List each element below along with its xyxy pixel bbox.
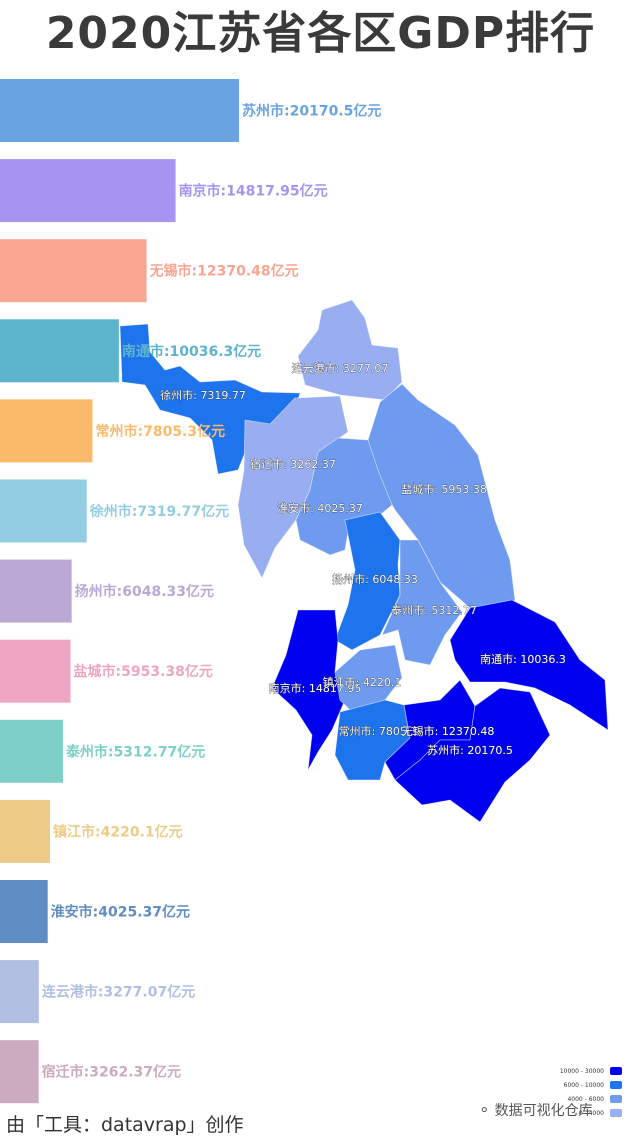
map-region bbox=[334, 511, 401, 651]
chart-title: 2020江苏省各区GDP排行 bbox=[45, 8, 596, 59]
watermark-text: 数据可视化仓库 bbox=[494, 1103, 593, 1119]
map-region-label: 盐城市: 5953.38 bbox=[401, 482, 487, 496]
bar bbox=[0, 239, 147, 303]
bar bbox=[0, 559, 72, 623]
legend-label: 10000 - 30000 bbox=[559, 1067, 604, 1075]
bar-value-label: 徐州市:7319.77亿元 bbox=[89, 503, 229, 520]
map-region-label: 常州市: 7805.3 bbox=[339, 724, 418, 738]
bar bbox=[0, 719, 63, 783]
map-region bbox=[381, 539, 463, 666]
map-region-label: 镇江市: 4220.1 bbox=[323, 675, 402, 689]
bar-value-label: 常州市:7805.3亿元 bbox=[95, 423, 225, 440]
legend-swatch bbox=[610, 1067, 622, 1075]
wechat-icon: ⚬ bbox=[478, 1101, 491, 1119]
bar bbox=[0, 960, 39, 1024]
legend-item: 10000 - 30000 bbox=[540, 1067, 622, 1075]
bar-value-label: 盐城市:5953.38亿元 bbox=[74, 663, 213, 680]
footer-credit: 由「工具：datavrap」创作 bbox=[6, 1114, 244, 1136]
bar-value-label: 扬州市:6048.33亿元 bbox=[75, 583, 214, 600]
map-region-label: 扬州市: 6048.33 bbox=[332, 572, 418, 586]
legend-label: 6000 - 10000 bbox=[563, 1081, 604, 1089]
bar-value-label: 南通市:10036.3亿元 bbox=[122, 343, 261, 360]
bar bbox=[0, 159, 176, 223]
jiangsu-map: 连云港市: 3277.07 徐州市: 7319.77 宿迁市: 3262.37 盐城市… bbox=[119, 299, 609, 823]
map-region-label: 泰州市: 5312.77 bbox=[391, 603, 477, 617]
bar-value-label: 泰州市:5312.77亿元 bbox=[65, 743, 205, 760]
bar-value-label: 淮安市:4025.37亿元 bbox=[51, 904, 190, 921]
bar-value-label: 宿迁市:3262.37亿元 bbox=[42, 1064, 181, 1081]
map-region-label: 无锡市: 12370.48 bbox=[402, 724, 495, 738]
bar-value-label: 苏州市:20170.5亿元 bbox=[242, 103, 381, 120]
legend-swatch bbox=[610, 1095, 622, 1103]
map-region-label: 南京市: 14817.95 bbox=[269, 681, 362, 695]
legend-swatch bbox=[610, 1109, 622, 1117]
bar-value-label: 南京市:14817.95亿元 bbox=[179, 183, 328, 200]
map-region-label: 宿迁市: 3262.37 bbox=[250, 457, 336, 471]
bar bbox=[0, 479, 87, 543]
gdp-bar-chart: 苏州市:20170.5亿元南京市:14817.95亿元无锡市:12370.48亿… bbox=[0, 79, 381, 1104]
map-region bbox=[271, 609, 346, 771]
bar bbox=[0, 79, 239, 142]
legend-item: 6000 - 10000 bbox=[540, 1081, 622, 1089]
bar bbox=[0, 399, 93, 463]
map-region bbox=[449, 599, 609, 731]
map-region bbox=[394, 687, 551, 823]
bar-value-label: 连云港市:3277.07亿元 bbox=[42, 984, 195, 1001]
bar bbox=[0, 319, 119, 383]
legend-label: 0 - 4000 bbox=[578, 1109, 604, 1117]
map-region-label: 苏州市: 20170.5 bbox=[427, 743, 513, 757]
watermark: ⚬ 数据可视化仓库 bbox=[478, 1100, 593, 1120]
map-region bbox=[297, 299, 403, 401]
bar bbox=[0, 639, 71, 703]
legend-label: 4000 - 6000 bbox=[567, 1095, 604, 1103]
map-region-label: 南通市: 10036.3 bbox=[480, 652, 566, 666]
legend-item: 0 - 4000 bbox=[540, 1109, 622, 1117]
legend-item: 4000 - 6000 bbox=[540, 1095, 622, 1103]
map-region-label: 连云港市: 3277.07 bbox=[292, 361, 389, 375]
map-region bbox=[295, 437, 393, 556]
legend-swatch bbox=[610, 1081, 622, 1089]
bar bbox=[0, 1040, 39, 1104]
bar bbox=[0, 880, 48, 943]
bar-value-label: 镇江市:4220.1亿元 bbox=[53, 823, 183, 840]
map-region-label: 淮安市: 4025.37 bbox=[277, 501, 363, 515]
bar bbox=[0, 799, 51, 863]
map-region-label: 徐州市: 7319.77 bbox=[160, 388, 246, 402]
map-region bbox=[334, 644, 403, 713]
bar-value-label: 无锡市:12370.48亿元 bbox=[149, 263, 299, 280]
